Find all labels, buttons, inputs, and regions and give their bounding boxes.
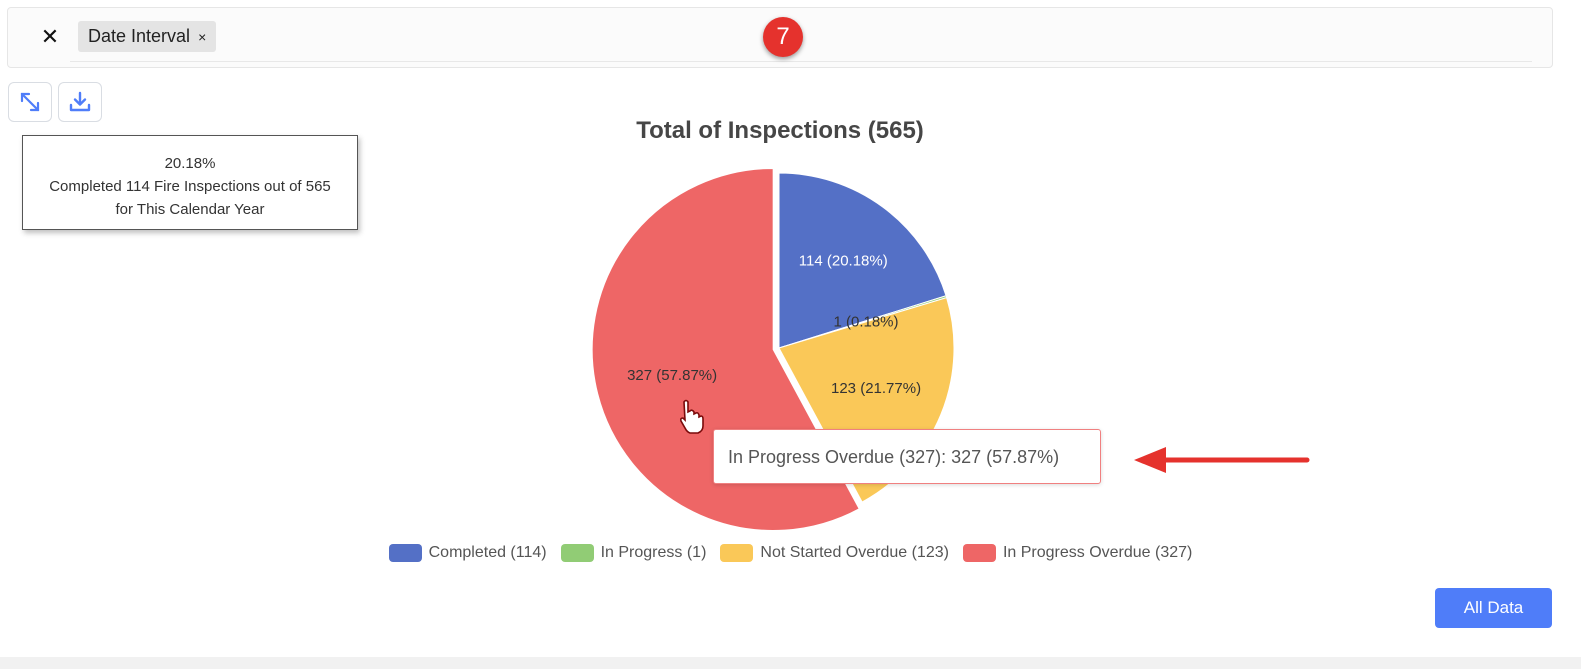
annotation-arrow [1134, 447, 1310, 473]
pie-slice-completed[interactable] [778, 172, 947, 349]
expand-button[interactable] [8, 82, 52, 122]
info-tooltip-percent: 20.18% [164, 155, 216, 172]
hand-cursor-icon [679, 399, 704, 434]
legend-label: Completed (114) [428, 544, 547, 561]
pie-slice-label: 1 (0.18%) [833, 313, 898, 330]
slice-hover-tooltip: In Progress Overdue (327): 327 (57.87%) [713, 429, 1101, 484]
chart-legend: Completed (114) In Progress (1) Not Star… [0, 544, 1581, 562]
pie-slice-label: 114 (20.18%) [799, 253, 888, 270]
download-button[interactable] [58, 82, 102, 122]
date-interval-chip[interactable]: Date Interval × [78, 21, 217, 52]
legend-item-in-progress-overdue[interactable]: In Progress Overdue (327) [962, 544, 1193, 562]
chip-label: Date Interval [88, 26, 191, 46]
pie-slice-label: 327 (57.87%) [627, 367, 717, 384]
chip-remove-icon[interactable]: × [198, 28, 207, 45]
clear-filters-button[interactable]: ✕ [40, 24, 60, 49]
info-tooltip-line3: for This Calendar Year [115, 201, 265, 218]
filter-divider [70, 61, 1532, 62]
info-tooltip-line2: Completed 114 Fire Inspections out of 56… [49, 178, 331, 195]
legend-item-not-started-overdue[interactable]: Not Started Overdue (123) [720, 544, 949, 562]
info-tooltip: 20.18% Completed 114 Fire Inspections ou… [22, 135, 358, 230]
legend-item-completed[interactable]: Completed (114) [388, 544, 547, 562]
pie-slice-label: 123 (21.77%) [831, 380, 921, 397]
legend-swatch [388, 544, 422, 562]
legend-swatch [560, 544, 594, 562]
expand-icon [20, 92, 40, 112]
legend-swatch [720, 544, 754, 562]
step-badge: 7 [763, 17, 803, 57]
chart-title: Total of Inspections (565) [636, 117, 924, 144]
legend-label: In Progress Overdue (327) [1002, 544, 1193, 561]
legend-swatch [962, 544, 996, 562]
legend-item-in-progress[interactable]: In Progress (1) [560, 544, 707, 562]
download-icon [69, 91, 91, 112]
bottom-strip [0, 657, 1581, 669]
all-data-button[interactable]: All Data [1435, 588, 1552, 628]
legend-label: Not Started Overdue (123) [760, 544, 949, 561]
legend-label: In Progress (1) [600, 544, 707, 561]
